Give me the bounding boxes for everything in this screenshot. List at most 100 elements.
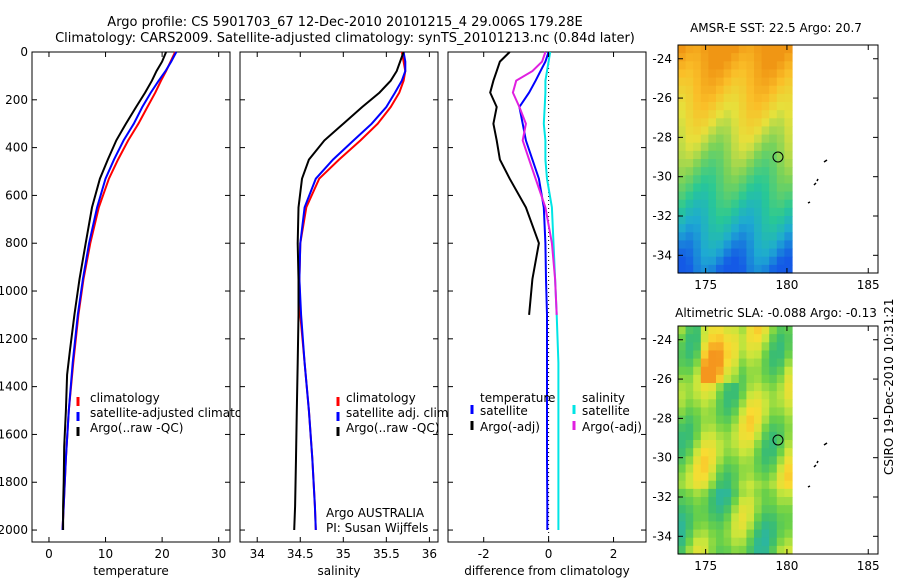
field-cell bbox=[784, 142, 793, 152]
field-cell bbox=[776, 53, 785, 62]
field-cell bbox=[685, 118, 694, 128]
lon-tick-label: 175 bbox=[694, 559, 717, 573]
field-cell bbox=[731, 142, 740, 152]
field-cell bbox=[723, 456, 732, 466]
field-cell bbox=[723, 207, 732, 217]
field-cell bbox=[769, 248, 778, 258]
credit-line1: Argo AUSTRALIA bbox=[326, 506, 425, 520]
field-cell bbox=[693, 529, 702, 539]
field-cell bbox=[731, 110, 740, 119]
field-cell bbox=[784, 505, 793, 514]
field-cell bbox=[700, 93, 709, 103]
field-cell bbox=[784, 85, 793, 95]
field-cell bbox=[769, 126, 778, 136]
field-cell bbox=[685, 399, 694, 409]
legend-satellite-label: satellite adj. clim. bbox=[346, 406, 452, 420]
field-cell bbox=[685, 85, 694, 95]
field-cell bbox=[693, 93, 702, 103]
field-cell bbox=[693, 423, 702, 433]
field-cell bbox=[678, 391, 687, 400]
field-cell bbox=[678, 134, 687, 144]
field-cell bbox=[784, 69, 793, 79]
field-cell bbox=[761, 248, 770, 258]
field-cell bbox=[738, 415, 747, 425]
field-cell bbox=[731, 175, 740, 185]
field-cell bbox=[685, 366, 694, 376]
field-cell bbox=[761, 440, 770, 449]
series-line-temperature-satellite bbox=[518, 51, 550, 530]
field-cell bbox=[776, 505, 785, 514]
field-cell bbox=[769, 415, 778, 425]
field-cell bbox=[700, 110, 709, 119]
field-cell bbox=[723, 488, 732, 498]
field-cell bbox=[754, 69, 763, 79]
field-cell bbox=[776, 391, 785, 400]
field-cell bbox=[784, 358, 793, 368]
field-cell bbox=[746, 175, 755, 185]
field-cell bbox=[716, 391, 725, 400]
legend-temp-satellite-label: satellite bbox=[480, 404, 528, 418]
field-cell bbox=[700, 505, 709, 514]
field-cell bbox=[746, 513, 755, 523]
argo-position-marker bbox=[772, 151, 784, 163]
sst-field bbox=[678, 45, 793, 274]
field-cell bbox=[700, 191, 709, 201]
depth-tick-label: 800 bbox=[5, 236, 28, 250]
field-cell bbox=[678, 448, 687, 457]
field-cell bbox=[723, 126, 732, 136]
field-cell bbox=[776, 110, 785, 119]
field-cell bbox=[716, 224, 725, 233]
field-cell bbox=[723, 159, 732, 168]
lon-tick-label: 180 bbox=[775, 559, 798, 573]
series-line-satellite-adjusted-climatology bbox=[61, 51, 178, 531]
field-cell bbox=[731, 464, 740, 474]
field-cell bbox=[754, 175, 763, 185]
field-cell bbox=[700, 456, 709, 466]
field-cell bbox=[700, 126, 709, 136]
field-cell bbox=[731, 183, 740, 193]
field-cell bbox=[738, 191, 747, 201]
field-cell bbox=[700, 142, 709, 152]
field-cell bbox=[716, 264, 725, 274]
field-cell bbox=[754, 61, 763, 71]
lat-tick-label: -24 bbox=[652, 333, 672, 347]
field-cell bbox=[776, 374, 785, 384]
field-cell bbox=[769, 521, 778, 531]
field-cell bbox=[693, 240, 702, 250]
field-cell bbox=[708, 448, 717, 457]
field-cell bbox=[700, 537, 709, 547]
field-cell bbox=[738, 53, 747, 62]
field-cell bbox=[776, 102, 785, 111]
field-cell bbox=[685, 126, 694, 136]
field-cell bbox=[761, 383, 770, 392]
field-cell bbox=[784, 159, 793, 168]
field-cell bbox=[700, 448, 709, 457]
field-cell bbox=[769, 350, 778, 360]
field-cell bbox=[784, 448, 793, 457]
field-cell bbox=[700, 102, 709, 111]
field-cell bbox=[708, 545, 717, 555]
field-cell bbox=[761, 431, 770, 441]
field-cell bbox=[761, 207, 770, 217]
field-cell bbox=[746, 183, 755, 193]
field-cell bbox=[678, 61, 687, 71]
field-cell bbox=[746, 93, 755, 103]
field-cell bbox=[776, 407, 785, 417]
field-cell bbox=[754, 334, 763, 343]
field-cell bbox=[731, 488, 740, 498]
field-cell bbox=[700, 216, 709, 225]
legend-argo-label: Argo(..raw -QC) bbox=[90, 421, 183, 435]
sla-map-panel: Altimetric SLA: -0.088 Argo: -0.13 -24-2… bbox=[652, 306, 879, 573]
field-cell bbox=[685, 191, 694, 201]
field-cell bbox=[678, 440, 687, 449]
field-cell bbox=[693, 399, 702, 409]
field-cell bbox=[754, 77, 763, 87]
field-cell bbox=[678, 248, 687, 258]
legend-climatology-label: climatology bbox=[90, 391, 160, 405]
depth-tick-label: 400 bbox=[5, 141, 28, 155]
field-cell bbox=[678, 110, 687, 119]
field-cell bbox=[761, 472, 770, 482]
field-cell bbox=[678, 521, 687, 531]
field-cell bbox=[761, 521, 770, 531]
field-cell bbox=[746, 118, 755, 128]
